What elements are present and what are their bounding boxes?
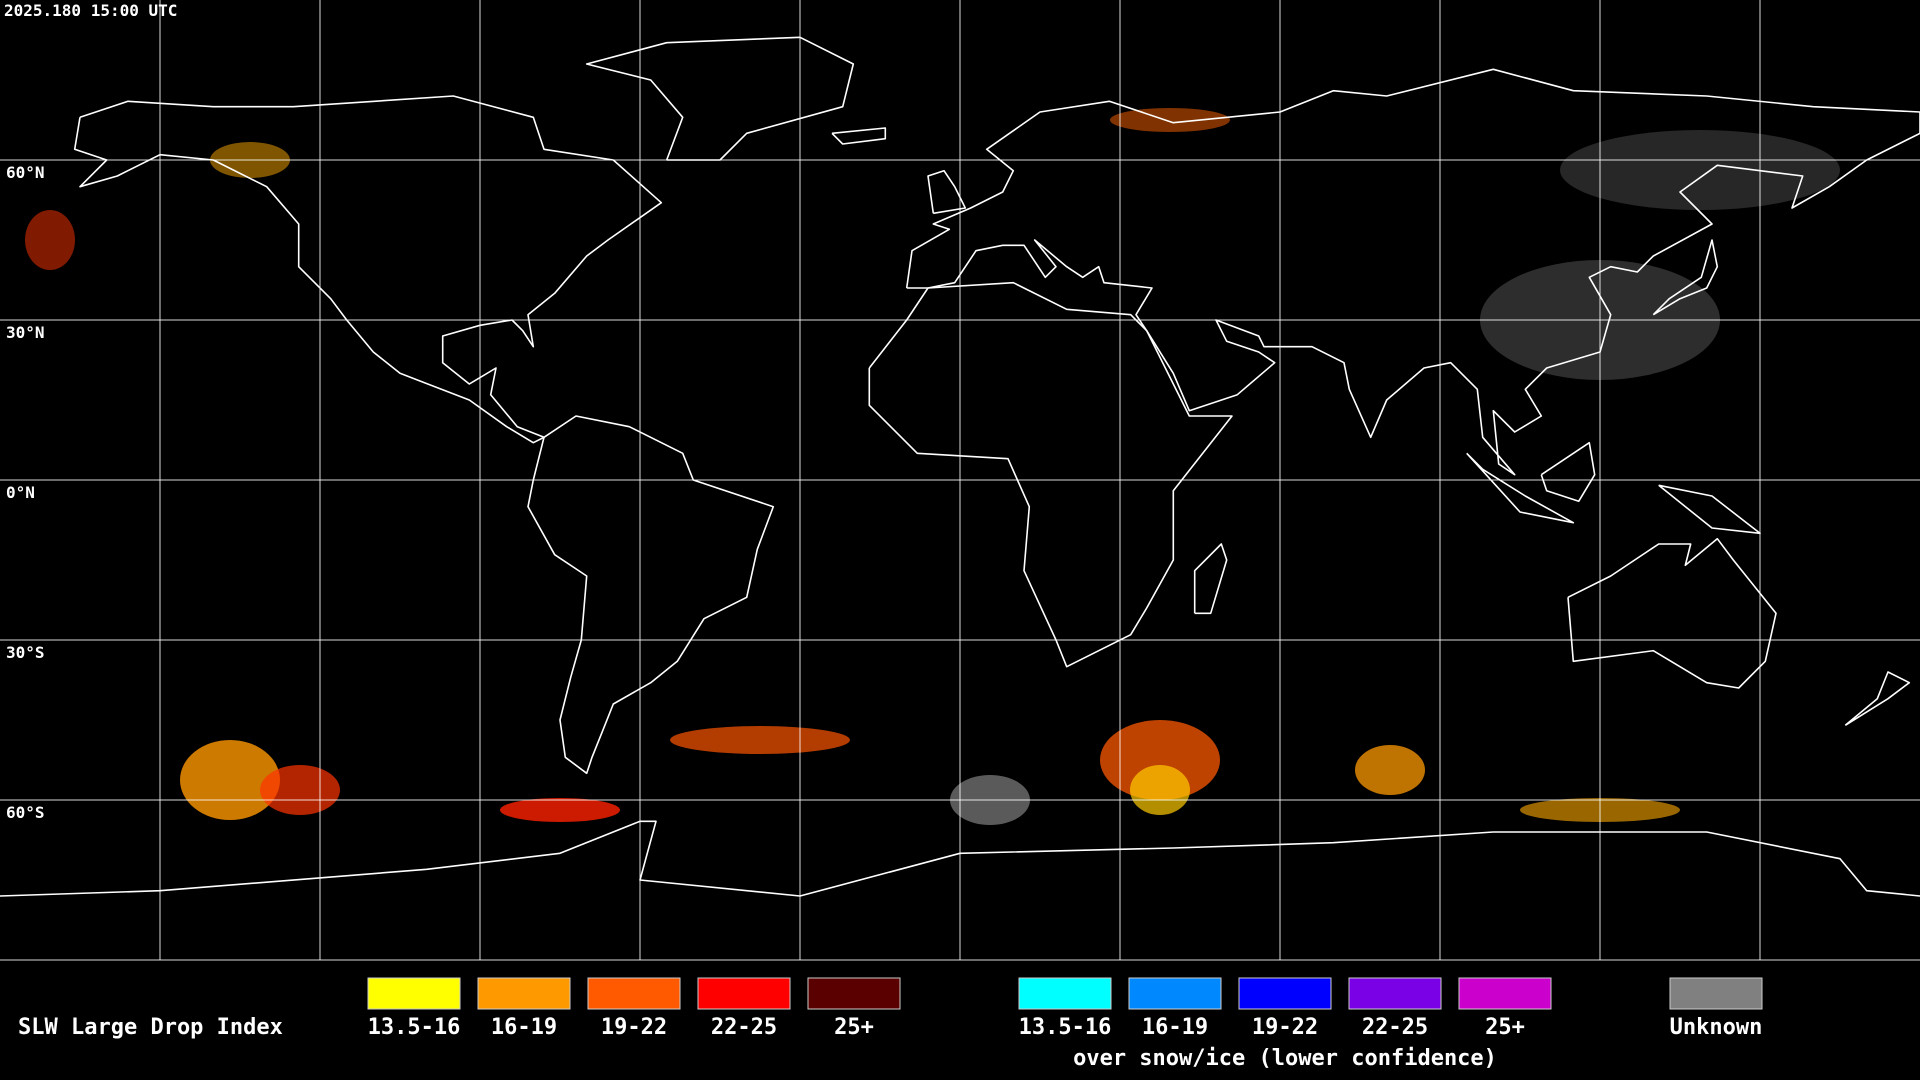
legend-label: Unknown [1670,1015,1763,1040]
coastline [831,127,887,145]
legend-swatch [807,977,901,1010]
legend-label: 25+ [1485,1015,1525,1040]
graticule: 60°N 30°N 0°N 30°S 60°S [0,0,1920,961]
coastline [905,68,1920,476]
legend-label: 16-19 [491,1015,557,1040]
legend-swatch [1669,977,1763,1010]
coastline [527,415,775,775]
legend-label: 19-22 [601,1015,667,1040]
coastline [1652,239,1719,316]
latitude-label: 30°N [6,323,45,342]
legend-swatch [477,977,571,1010]
legend-swatch [1018,977,1112,1010]
legend-label: 13.5-16 [368,1015,461,1040]
legend-swatch [1238,977,1332,1010]
legend-label: 13.5-16 [1019,1015,1112,1040]
cloud-patch [1110,108,1230,132]
cloud-patch [260,765,340,815]
legend: SLW Large Drop Index 13.5-16 16-19 19-22 22-… [18,977,1763,1071]
legend-swatch [1458,977,1552,1010]
legend-swatch [367,977,461,1010]
legend-title: SLW Large Drop Index [18,1015,283,1040]
cloud-patch [1100,720,1220,800]
latitude-label: 30°S [6,643,45,662]
coastline [1844,671,1911,726]
coastline [1567,537,1777,689]
legend-swatch [1128,977,1222,1010]
timestamp: 2025.180 15:00 UTC [4,1,177,20]
legend-label: 19-22 [1252,1015,1318,1040]
coastline [1193,543,1228,615]
latitude-label: 0°N [6,483,35,502]
cloud-patch [1560,130,1840,210]
legend-swatch [697,977,791,1010]
coastline [0,820,1920,897]
coastline [1540,441,1596,503]
legend-label: 22-25 [1362,1015,1428,1040]
legend-swatch [1348,977,1442,1010]
latitude-label: 60°N [6,163,45,182]
legend-label: 25+ [834,1015,874,1040]
cloud-patch [500,798,620,822]
latitude-label: 60°S [6,803,45,822]
legend-caption: over snow/ice (lower confidence) [1073,1046,1497,1071]
cloud-patch [25,210,75,270]
coastline [1466,452,1575,524]
legend-label: 22-25 [711,1015,777,1040]
legend-label: 16-19 [1142,1015,1208,1040]
cloud-patch [670,726,850,754]
cloud-patch [1130,765,1190,815]
legend-swatch [587,977,681,1010]
coastline [868,281,1233,668]
coastline [73,95,663,444]
cloud-patch [1355,745,1425,795]
